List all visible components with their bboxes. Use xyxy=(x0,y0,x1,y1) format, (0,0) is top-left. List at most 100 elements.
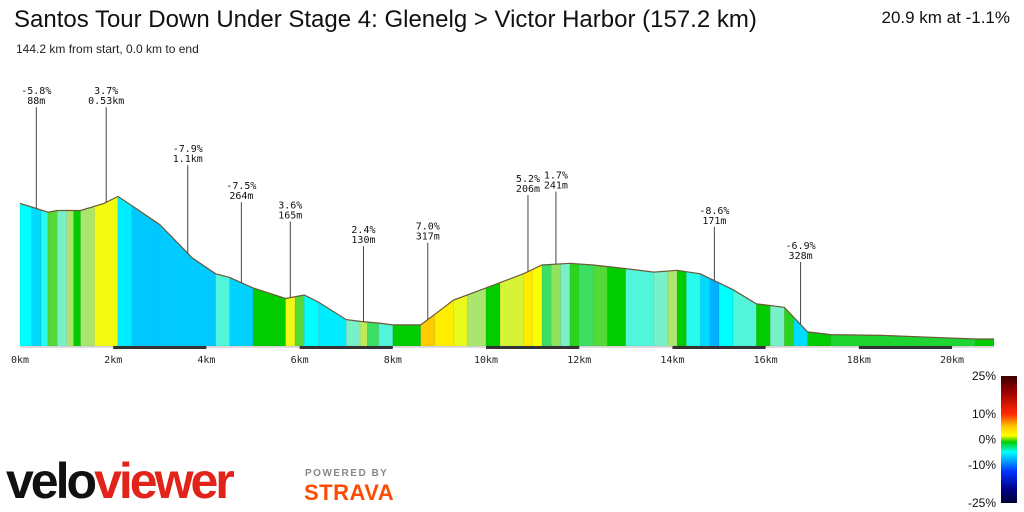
legend-label: 10% xyxy=(972,407,996,421)
x-tick-label: 8km xyxy=(384,355,402,366)
axis-band-4 xyxy=(858,346,953,349)
gradient-segment-33 xyxy=(551,263,561,347)
gradient-segment-47 xyxy=(732,289,757,347)
x-tick-label: 14km xyxy=(660,355,684,366)
axis-band-3 xyxy=(672,346,766,349)
gradient-segment-42 xyxy=(676,270,687,347)
annotation-grade: -8.6% xyxy=(699,206,729,217)
annotation-grade: -7.9% xyxy=(173,144,203,155)
gradient-segment-48 xyxy=(756,303,771,347)
gradient-segment-7 xyxy=(80,205,95,347)
gradient-segment-50 xyxy=(784,306,794,347)
x-tick-label: 18km xyxy=(847,355,871,366)
legend-label: -10% xyxy=(968,458,996,472)
annotation-grade: 3.6% xyxy=(278,201,302,212)
strava-logo: STRAVA xyxy=(304,480,395,505)
gradient-segment-38 xyxy=(606,266,627,347)
gradient-segment-39 xyxy=(625,268,655,347)
legend-label: -25% xyxy=(968,496,996,510)
annotation-length: 1.1km xyxy=(173,154,203,165)
gradient-segment-17 xyxy=(304,294,319,347)
annotation-grade: 2.4% xyxy=(351,225,375,236)
gradient-segment-26 xyxy=(453,294,468,347)
legend-label: 25% xyxy=(972,369,996,383)
x-tick-label: 20km xyxy=(940,355,964,366)
annotation-length: 317m xyxy=(416,232,440,243)
powered-by-label: POWERED BY xyxy=(305,468,389,479)
gradient-segment-30 xyxy=(523,269,533,347)
gradient-segment-10 xyxy=(131,205,161,347)
gradient-segment-43 xyxy=(686,271,701,347)
gradient-segment-31 xyxy=(532,264,543,347)
gradient-segment-12 xyxy=(215,273,230,347)
annotation-grade: -7.5% xyxy=(226,181,256,192)
gradient-segment-46 xyxy=(718,282,734,347)
gradient-legend: 25% 10% 0% -10% -25% xyxy=(968,369,1017,510)
gradient-segment-1 xyxy=(31,206,42,347)
gradient-segment-32 xyxy=(541,264,552,347)
annotation-length: 0.53km xyxy=(88,96,124,107)
x-tick-label: 12km xyxy=(567,355,591,366)
annotation-length: 328m xyxy=(789,251,813,262)
annotation-length: 88m xyxy=(27,96,45,107)
gradient-segment-37 xyxy=(592,264,608,347)
gradient-segment-29 xyxy=(499,273,524,347)
gradient-segment-49 xyxy=(770,305,785,347)
x-axis: 0km 2km 4km 6km 8km 10km 12km 14km 16km 18km 20km xyxy=(11,346,994,366)
annotation-grade: 1.7% xyxy=(544,171,568,182)
gradient-segment-9 xyxy=(117,195,133,347)
gradient-segment-27 xyxy=(467,287,487,347)
svg-text:veloviewer: veloviewer xyxy=(6,453,234,509)
gradient-segment-4 xyxy=(57,210,67,347)
x-tick-label: 0km xyxy=(11,355,29,366)
x-tick-label: 4km xyxy=(197,355,215,366)
axis-band-2 xyxy=(486,346,580,349)
gradient-segment-8 xyxy=(94,195,119,347)
gradient-segment-18 xyxy=(318,301,347,347)
elevation-line xyxy=(19,195,994,340)
axis-band-0 xyxy=(113,346,207,349)
annotation-length: 206m xyxy=(516,184,540,195)
gradient-segment-45 xyxy=(709,278,720,347)
gradient-segment-15 xyxy=(285,296,296,347)
gradient-segment-44 xyxy=(700,273,710,347)
x-tick-label: 16km xyxy=(754,355,778,366)
annotation-length: 171m xyxy=(702,216,726,227)
chart-subtitle: 144.2 km from start, 0.0 km to end xyxy=(16,42,199,56)
gradient-segment-40 xyxy=(653,270,669,347)
annotation-grade: 3.7% xyxy=(94,86,118,97)
segment-summary: 20.9 km at -1.1% xyxy=(881,8,1010,27)
gradient-segment-19 xyxy=(345,319,361,347)
profile-outline xyxy=(19,195,994,340)
gradient-segment-3 xyxy=(47,210,58,347)
climb-annotations: -5.8%88m 3.7%0.53km -7.9%1.1km -7.5%264m 3.6… xyxy=(21,86,816,325)
gradient-segment-20 xyxy=(359,321,368,347)
annotation-grade: -5.8% xyxy=(21,86,51,97)
x-tick-label: 10km xyxy=(474,355,498,366)
legend-color-bar xyxy=(1001,376,1017,503)
gradient-segment-23 xyxy=(392,324,422,347)
legend-label: 0% xyxy=(979,433,997,447)
gradient-segment-35 xyxy=(569,263,580,347)
x-tick-label: 2km xyxy=(104,355,122,366)
gradient-segment-34 xyxy=(560,263,571,347)
annotation-length: 241m xyxy=(544,181,568,192)
gradient-segment-13 xyxy=(229,277,254,347)
annotation-grade: 5.2% xyxy=(516,174,540,185)
gradient-segments xyxy=(19,195,995,347)
axis-band-1 xyxy=(299,346,393,349)
gradient-segment-36 xyxy=(578,263,594,347)
annotation-length: 165m xyxy=(278,211,302,222)
annotation-length: 264m xyxy=(229,191,253,202)
gradient-segment-28 xyxy=(485,282,501,347)
annotation-length: 130m xyxy=(351,235,375,246)
gradient-segment-6 xyxy=(73,210,81,347)
gradient-segment-5 xyxy=(66,210,74,347)
chart-title: Santos Tour Down Under Stage 4: Glenelg … xyxy=(14,6,757,33)
gradient-segment-2 xyxy=(40,209,49,347)
gradient-segment-41 xyxy=(667,270,678,347)
gradient-segment-16 xyxy=(294,294,305,347)
gradient-segment-22 xyxy=(378,322,394,347)
x-tick-label: 6km xyxy=(291,355,309,366)
